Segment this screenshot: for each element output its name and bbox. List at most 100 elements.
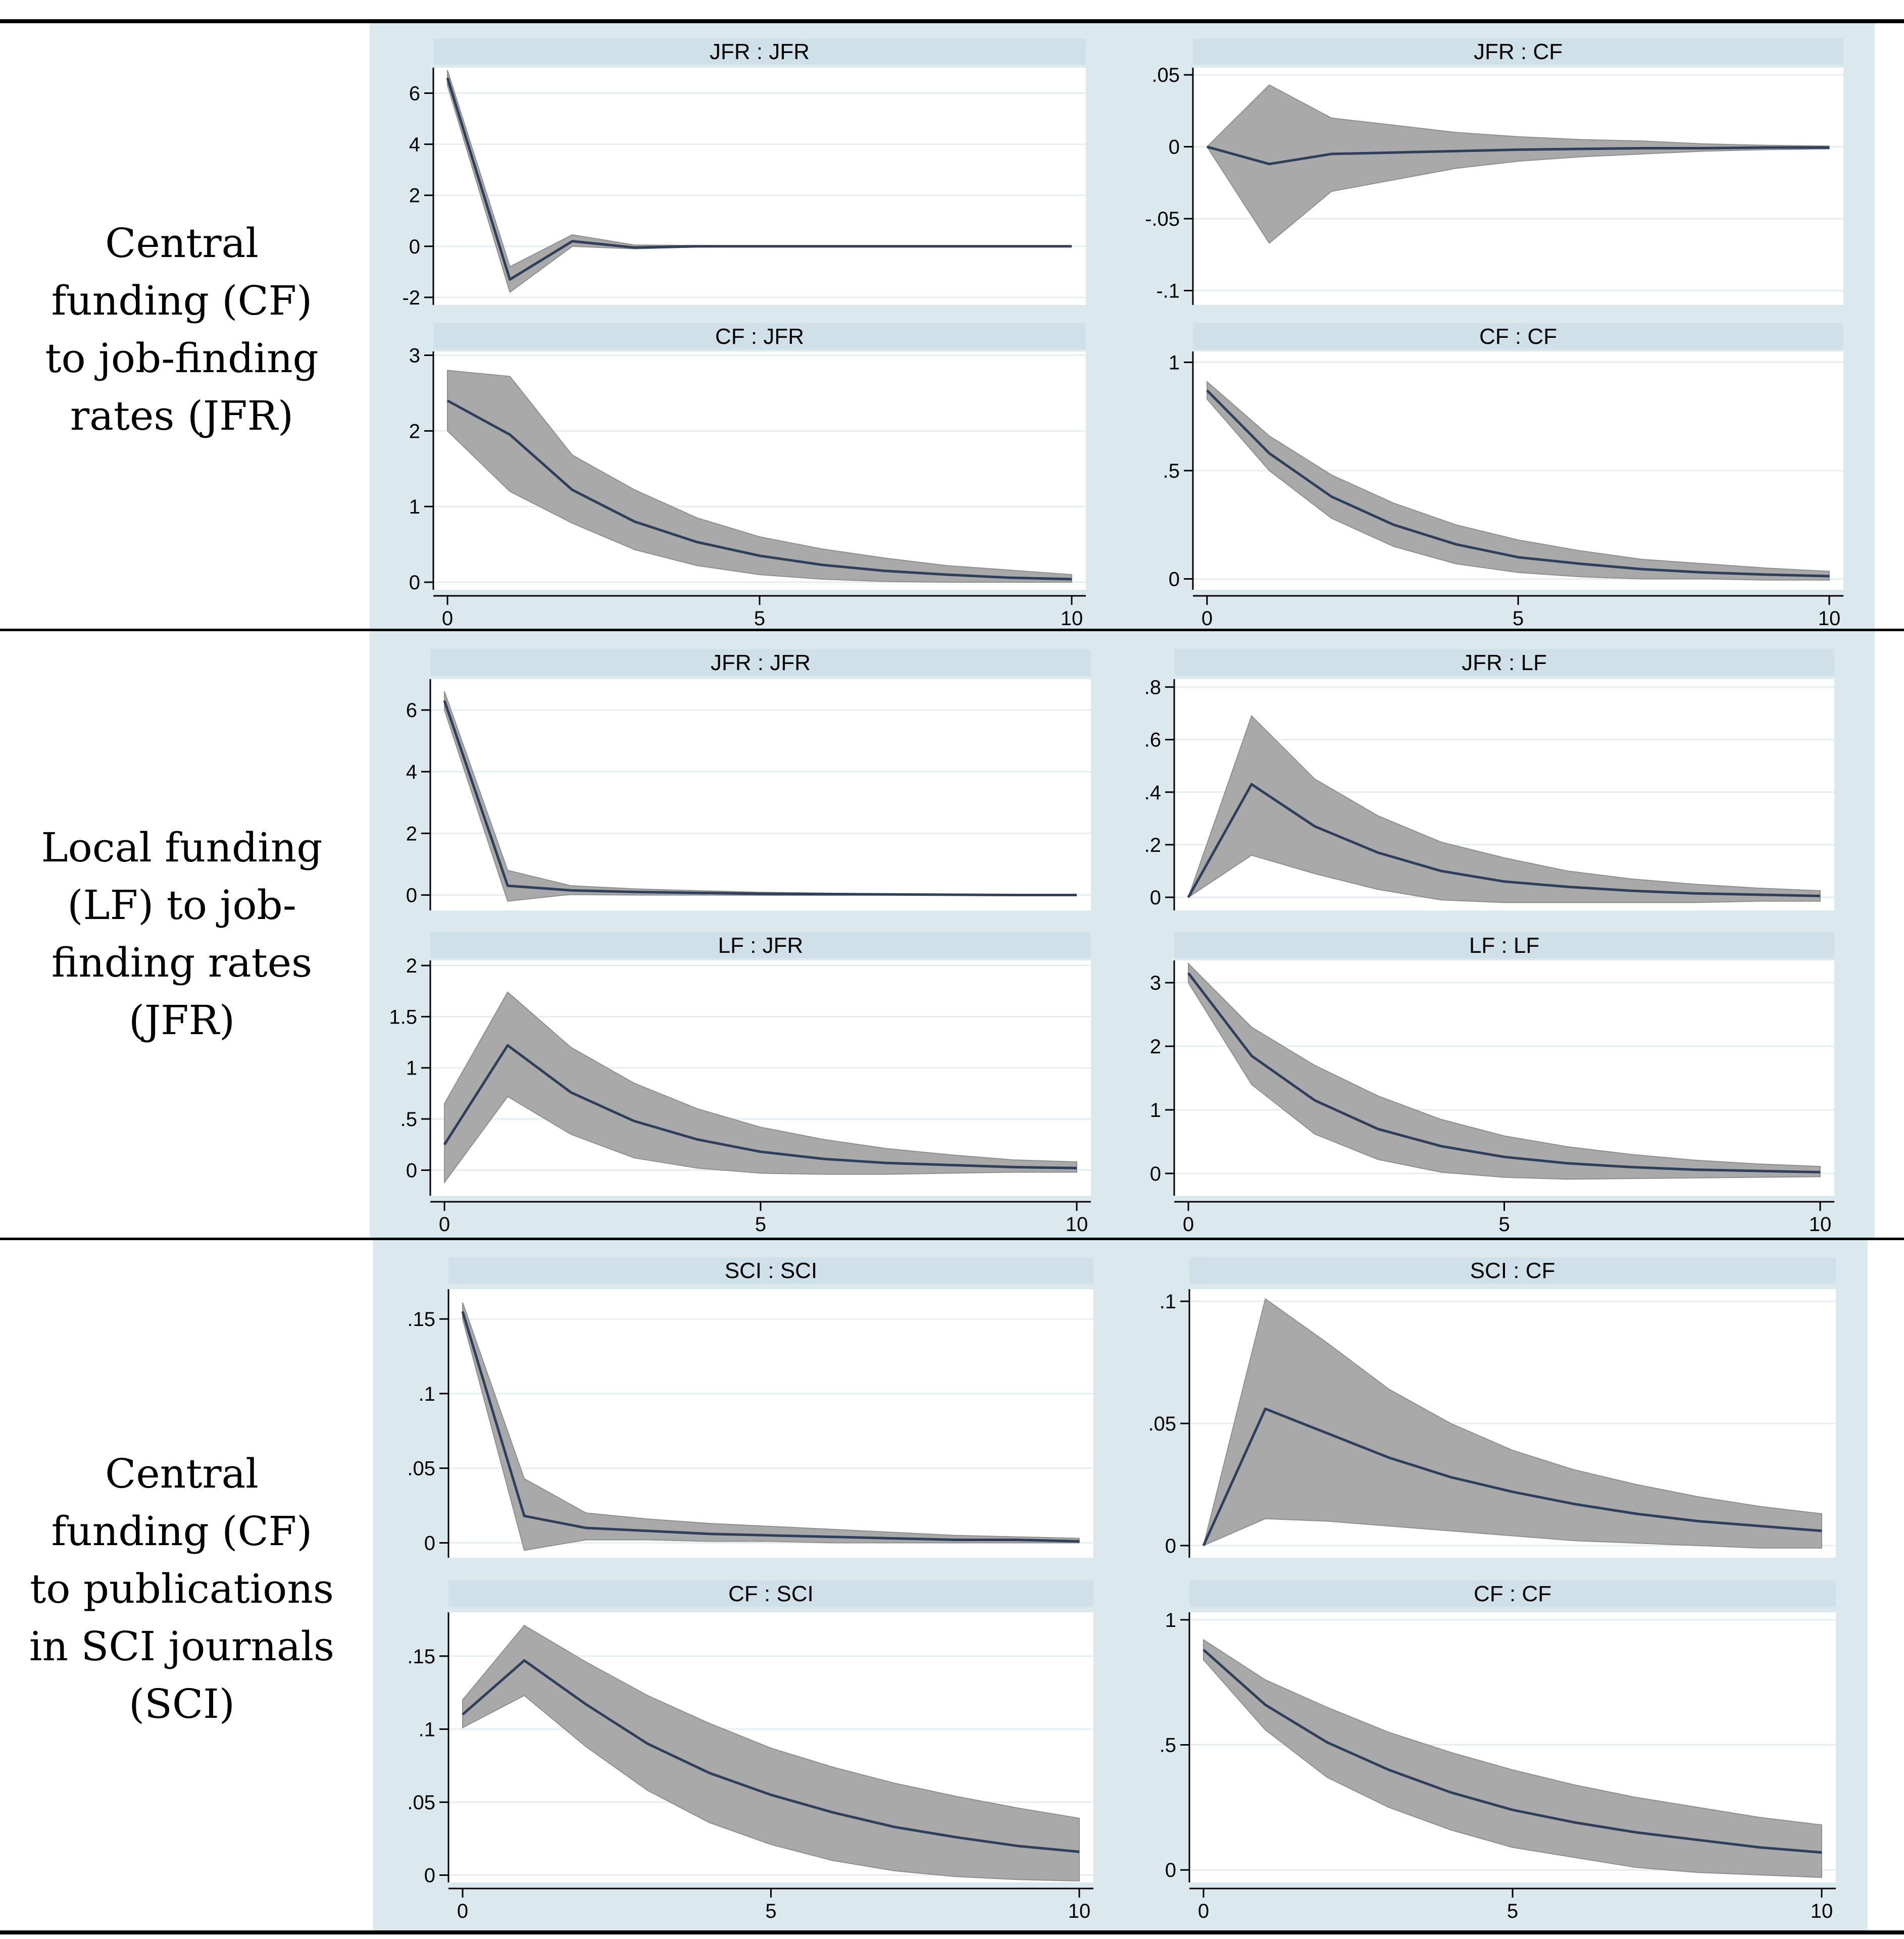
irf-panel: LF : JFR 0 .5 1 1.5 2 0 5 10 [389,932,1091,1236]
y-tick-label: .1 [1160,1291,1176,1313]
y-tick-label: .5 [400,1108,417,1131]
y-tick-label: 0 [1165,1535,1176,1557]
row-2-label-line: (LF) to job- [67,882,296,929]
confidence-band [447,370,1072,583]
y-tick-label: 2 [1150,1036,1161,1058]
row-divider-2 [0,1238,1904,1240]
y-tick-label: .2 [1144,834,1161,856]
y-tick-label: .5 [1160,1734,1176,1757]
y-tick-label: .05 [1151,64,1180,86]
confidence-band [1207,380,1830,581]
panel-title: LF : JFR [718,933,804,958]
x-tick-label: 10 [1818,607,1841,630]
panel-title: SCI : CF [1470,1258,1556,1283]
irf-line [1187,783,1821,898]
x-tick-label: 0 [457,1900,468,1922]
y-tick-label: 2 [409,420,420,442]
x-tick-label: 0 [1201,607,1213,630]
row-1-label-line: to job-finding [45,335,319,382]
row-3-label-line: funding (CF) [51,1508,313,1555]
irf-line [446,399,1072,581]
irf-panel: CF : JFR 0 1 2 3 0 5 10 [409,323,1086,630]
panel-title: JFR : CF [1474,39,1563,64]
irf-panel: SCI : SCI 0 .05 .1 .15 [407,1257,1093,1558]
panel-title: JFR : LF [1462,650,1547,675]
y-tick-label: 0 [1169,136,1180,159]
x-tick-label: 10 [1061,607,1083,630]
bottom-rule [0,1930,1904,1934]
x-tick-label: 0 [439,1213,450,1236]
row-divider-1 [0,629,1904,631]
confidence-band [462,1302,1080,1551]
y-tick-label: 0 [1150,1163,1161,1185]
row-2-label-line: Local funding [41,824,323,871]
irf-line [1207,145,1829,166]
panel-title: JFR : JFR [710,39,810,64]
panel-title-bar [1193,38,1843,65]
panel-title: CF : SCI [728,1581,814,1606]
y-tick-label: .8 [1144,677,1161,699]
panel-title: CF : JFR [715,324,804,349]
y-tick-label: 0 [424,1865,435,1887]
y-tick-label: .05 [407,1458,435,1480]
row-3-label-line: to publications [30,1565,334,1612]
irf-line [461,1311,1080,1543]
x-tick-label: 5 [1498,1213,1510,1236]
irf-panel: SCI : CF 0 .05 .1 [1148,1257,1836,1558]
y-tick-label: 4 [409,134,420,156]
y-tick-label: .05 [407,1792,435,1814]
y-tick-label: -.05 [1145,208,1180,230]
y-tick-label: 2 [406,955,417,977]
y-tick-label: 0 [406,884,417,906]
panel-title-bar [1193,323,1843,349]
y-tick-label: .1 [419,1718,435,1741]
panel-title-bar [448,1257,1093,1284]
plot-region [430,679,1091,910]
y-tick-label: .6 [1144,729,1161,751]
y-tick-label: 6 [406,699,417,722]
row-2-label-line: finding rates [51,939,313,986]
y-tick-label: 2 [406,823,417,845]
y-tick-label: 3 [1150,972,1161,994]
irf-panel: CF : CF0.510 5 10 [1163,323,1843,630]
panel-title: JFR : JFR [711,650,811,675]
y-tick-label: .15 [407,1646,435,1668]
panel-title: LF : LF [1469,933,1539,958]
irf-line [443,1044,1077,1169]
x-tick-label: 10 [1066,1213,1088,1236]
y-tick-label: 3 [409,344,420,367]
irf-line [446,77,1072,281]
y-tick-label: .05 [1148,1413,1176,1435]
row-3-label-line: in SCI journals [29,1623,335,1670]
x-tick-label: 0 [1198,1900,1209,1922]
x-tick-label: 0 [1183,1213,1194,1236]
row-2-label: Local funding (LF) to job- finding rates… [0,819,364,1049]
y-tick-label: 2 [409,185,420,207]
panel-title-bar [448,1580,1093,1607]
top-rule [0,19,1904,23]
panel-title-bar [433,323,1086,349]
row-3-label: Central funding (CF) to publications in … [0,1445,364,1733]
irf-line [1187,972,1821,1173]
confidence-band [1188,962,1821,1180]
panel-title-bar [433,38,1086,65]
y-tick-label: 0 [406,1159,417,1182]
x-tick-label: 5 [765,1900,776,1922]
panel-title-bar [430,649,1091,676]
y-tick-label: 0 [1150,887,1161,909]
irf-line [1206,389,1830,578]
row-1-label-line: rates (JFR) [70,392,294,439]
panel-title: SCI : SCI [725,1258,817,1283]
panel-title: CF : CF [1474,1581,1551,1606]
irf-line [1202,1649,1822,1854]
confidence-band [444,991,1077,1184]
row-1-label-line: funding (CF) [51,277,313,324]
panel-title-bar [1189,1257,1836,1284]
irf-line [1202,1407,1822,1546]
y-tick-label: 1 [1150,1099,1161,1121]
panel-title-bar [1174,932,1834,958]
y-tick-label: 6 [409,83,420,105]
x-tick-label: 0 [442,607,453,630]
